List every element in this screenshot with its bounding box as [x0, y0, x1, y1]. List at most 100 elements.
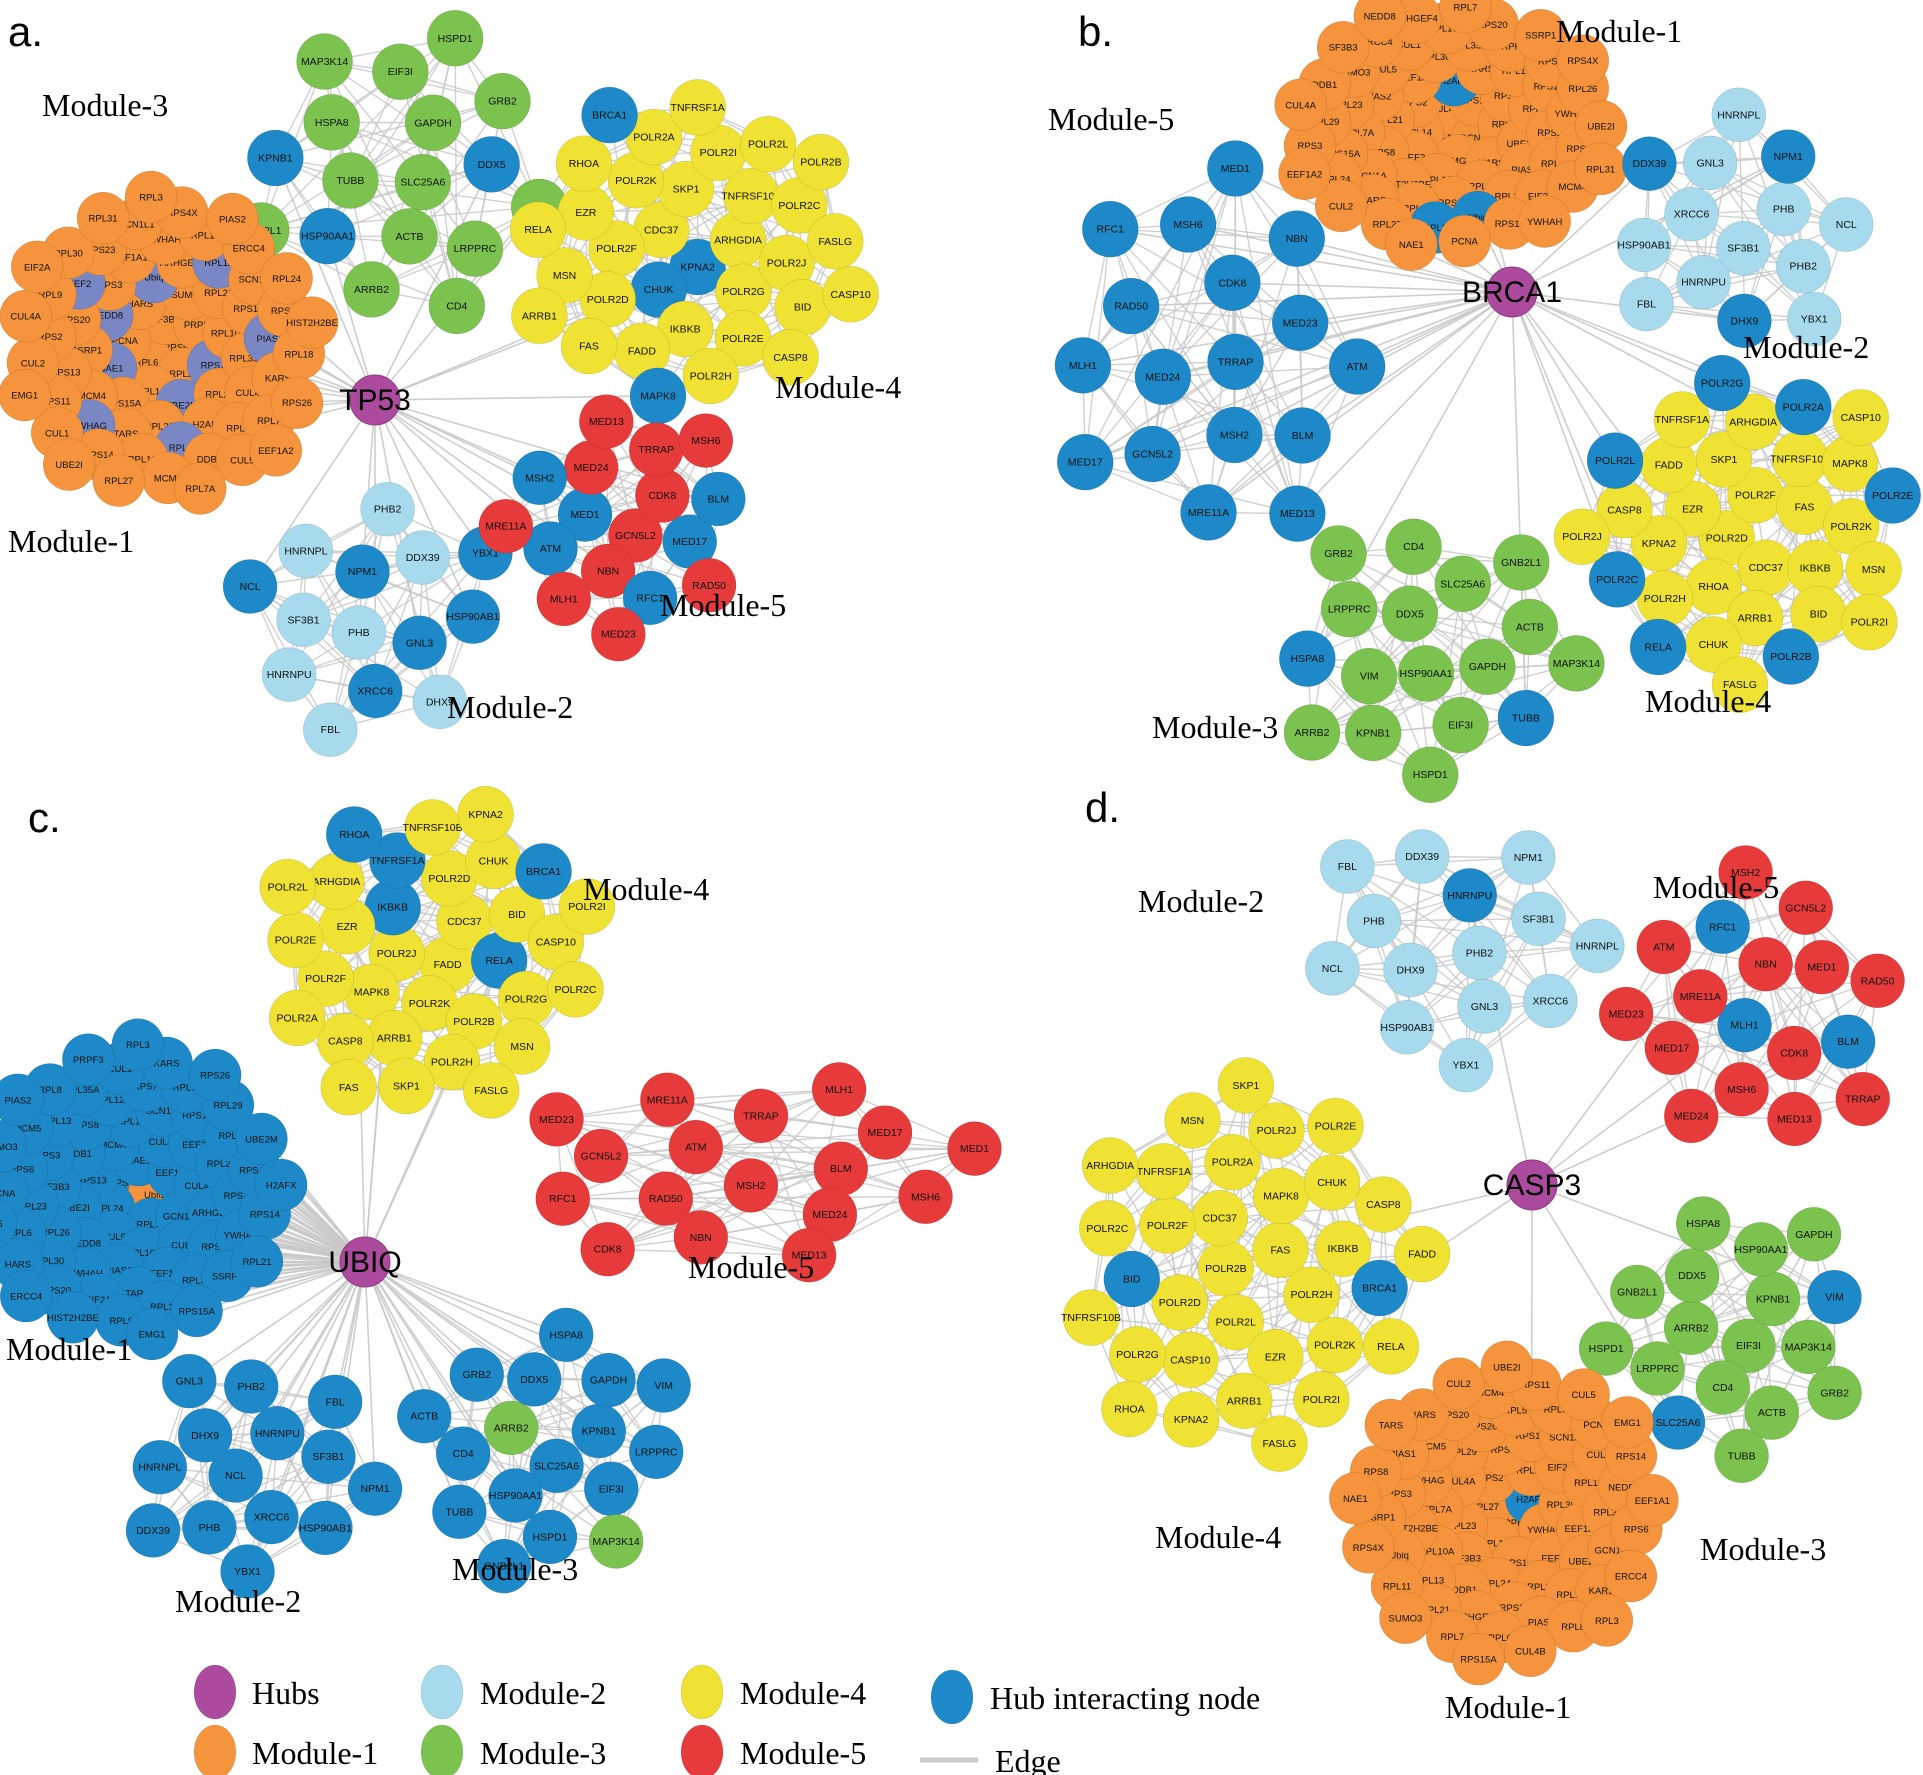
- node-label-ARRB2: ARRB2: [1674, 1322, 1709, 1334]
- node-label-RPL30: RPL30: [1422, 52, 1451, 63]
- node-label-SSRP1: SSRP1: [212, 1271, 243, 1282]
- node-FASLG: [462, 1062, 520, 1119]
- edge: [1084, 322, 1301, 463]
- node-label-RPL35A: RPL35A: [229, 354, 265, 365]
- node-FADD: [1393, 1225, 1451, 1283]
- node-label-RPL13: RPL13: [191, 230, 220, 241]
- node-label-IKBKB: IKBKB: [1328, 1243, 1359, 1255]
- labels-layer: Module-1 Module-5 Module-2 Module-4 Module-3…: [1048, 8, 1869, 745]
- node-label-RPL26: RPL26: [41, 1227, 70, 1238]
- node-ATM: [1636, 919, 1692, 975]
- node-label-EEF1A2: EEF1A2: [155, 1168, 190, 1179]
- node-label-DHX9: DHX9: [1396, 964, 1424, 976]
- node-label-RPL35A: RPL35A: [64, 1085, 100, 1096]
- node-label-FBL: FBL: [325, 1396, 344, 1408]
- node-label-POLR2J: POLR2J: [377, 948, 417, 960]
- node-MAP3K14: [296, 33, 353, 90]
- edge: [432, 122, 458, 307]
- node-label-TRRAP: TRRAP: [638, 444, 674, 456]
- node-label-EIF3I: EIF3I: [599, 1483, 624, 1495]
- node-label-MED24: MED24: [812, 1209, 847, 1221]
- node-label-ARRB2: ARRB2: [354, 284, 389, 296]
- node-label-RPL35A: RPL35A: [1452, 41, 1488, 52]
- node-label-HSPD1: HSPD1: [438, 33, 473, 45]
- node-label-MRE11A: MRE11A: [1680, 991, 1721, 1003]
- legend-item-label: Module-2: [480, 1675, 606, 1711]
- module-label-b-Module-1: Module-1: [1556, 13, 1682, 49]
- node-VIM: [1340, 647, 1398, 705]
- node-label-RPS2: RPS2: [38, 332, 63, 343]
- node-NCL: [222, 559, 278, 614]
- node-label-RPL27: RPL27: [207, 1159, 236, 1170]
- node-label-RPL21: RPL21: [204, 288, 233, 299]
- node-label-KARS: KARS: [1360, 196, 1386, 207]
- node-label-XRCC6: XRCC6: [1533, 995, 1569, 1007]
- node-label-PHB2: PHB2: [1466, 947, 1494, 959]
- edge: [607, 1148, 975, 1250]
- node-HSPA8: [1279, 630, 1336, 687]
- node-HSP90AB1: [298, 1500, 353, 1556]
- node-POLR2I: [1293, 1371, 1350, 1428]
- node-TRRAP: [1835, 1071, 1891, 1127]
- node-POLR2J: [1553, 508, 1611, 565]
- node-MRE11A: [1673, 969, 1728, 1024]
- node-label-RPS23: RPS23: [1500, 1603, 1530, 1614]
- node-label-HIST2H2BE: HIST2H2BE: [1386, 1524, 1438, 1535]
- node-label-NBN: NBN: [1754, 959, 1776, 971]
- node-label-ARHGDIA: ARHGDIA: [312, 876, 360, 888]
- node-label-SF3B3: SF3B3: [41, 1182, 70, 1193]
- node-label-GNL3: GNL3: [406, 637, 434, 649]
- node-label-PHB2: PHB2: [238, 1381, 266, 1393]
- node-CUL2: [1432, 1357, 1485, 1410]
- node-label-RELA: RELA: [1644, 641, 1671, 653]
- node-label-RPL11: RPL11: [1383, 1581, 1411, 1592]
- node-label-RPS14: RPS14: [250, 1209, 280, 1220]
- node-MED23: [591, 606, 646, 662]
- node-label-EMG1: EMG1: [1614, 1418, 1641, 1429]
- node-label-RHOA: RHOA: [1114, 1403, 1144, 1415]
- node-label-RPL27: RPL27: [104, 476, 133, 487]
- node-label-TUBB: TUBB: [1512, 713, 1540, 725]
- node-label-EEF1A1: EEF1A1: [112, 253, 147, 264]
- edge: [1151, 168, 1236, 455]
- node-label-POLR2B: POLR2B: [453, 1016, 494, 1028]
- node-H2AFX: [254, 1158, 308, 1212]
- hub-edge: [1296, 291, 1513, 515]
- node-LRPPRC: [628, 1424, 684, 1480]
- node-BID: [488, 886, 546, 943]
- node-label-MCM4: MCM4: [100, 1140, 128, 1151]
- node-label-LRPPRC: LRPPRC: [1636, 1363, 1679, 1375]
- node-label-RPL23: RPL23: [169, 369, 198, 380]
- node-label-ATM: ATM: [540, 543, 561, 555]
- node-label-Ubiq: Ubiq: [144, 273, 164, 284]
- node-label-NPM1: NPM1: [1514, 852, 1543, 864]
- node-label-FASLG: FASLG: [1723, 679, 1757, 691]
- module-label-b-Module-3: Module-3: [1152, 709, 1278, 745]
- node-label-RPS14: RPS14: [1460, 96, 1490, 107]
- hub-edge: [374, 164, 493, 401]
- node-HSPD1: [426, 10, 484, 67]
- node-FBL: [307, 1374, 363, 1430]
- node-label-RPL23: RPL23: [1447, 1521, 1476, 1532]
- node-label-EIF3I: EIF3I: [1448, 720, 1473, 732]
- node-label-NEDD8: NEDD8: [1364, 12, 1396, 23]
- node-label-MED1: MED1: [1221, 163, 1250, 175]
- node-label-YWHAG: YWHAG: [1554, 109, 1590, 120]
- node-label-EEF1A2: EEF1A2: [1287, 169, 1322, 180]
- edge: [386, 509, 441, 703]
- node-CD4: [1695, 1360, 1751, 1415]
- node-TNFRSF10B: [1062, 1289, 1120, 1346]
- node-TUBB: [322, 152, 379, 209]
- node-label-POLR2G: POLR2G: [722, 286, 765, 298]
- node-label-RPL31: RPL31: [1586, 164, 1615, 175]
- edge: [1109, 228, 1237, 363]
- node-label-CD4: CD4: [1403, 541, 1424, 553]
- node-label-RPS20: RPS20: [41, 1285, 71, 1296]
- node-label-POLR2A: POLR2A: [1212, 1157, 1253, 1169]
- node-label-RPL5: RPL5: [1503, 1406, 1527, 1417]
- node-label-POLR2D: POLR2D: [587, 294, 629, 306]
- node-RPS4X: [1556, 34, 1610, 87]
- node-EIF2A: [10, 240, 64, 294]
- node-label-BID: BID: [1810, 609, 1828, 621]
- node-label-YWHAG: YWHAG: [1408, 1475, 1444, 1486]
